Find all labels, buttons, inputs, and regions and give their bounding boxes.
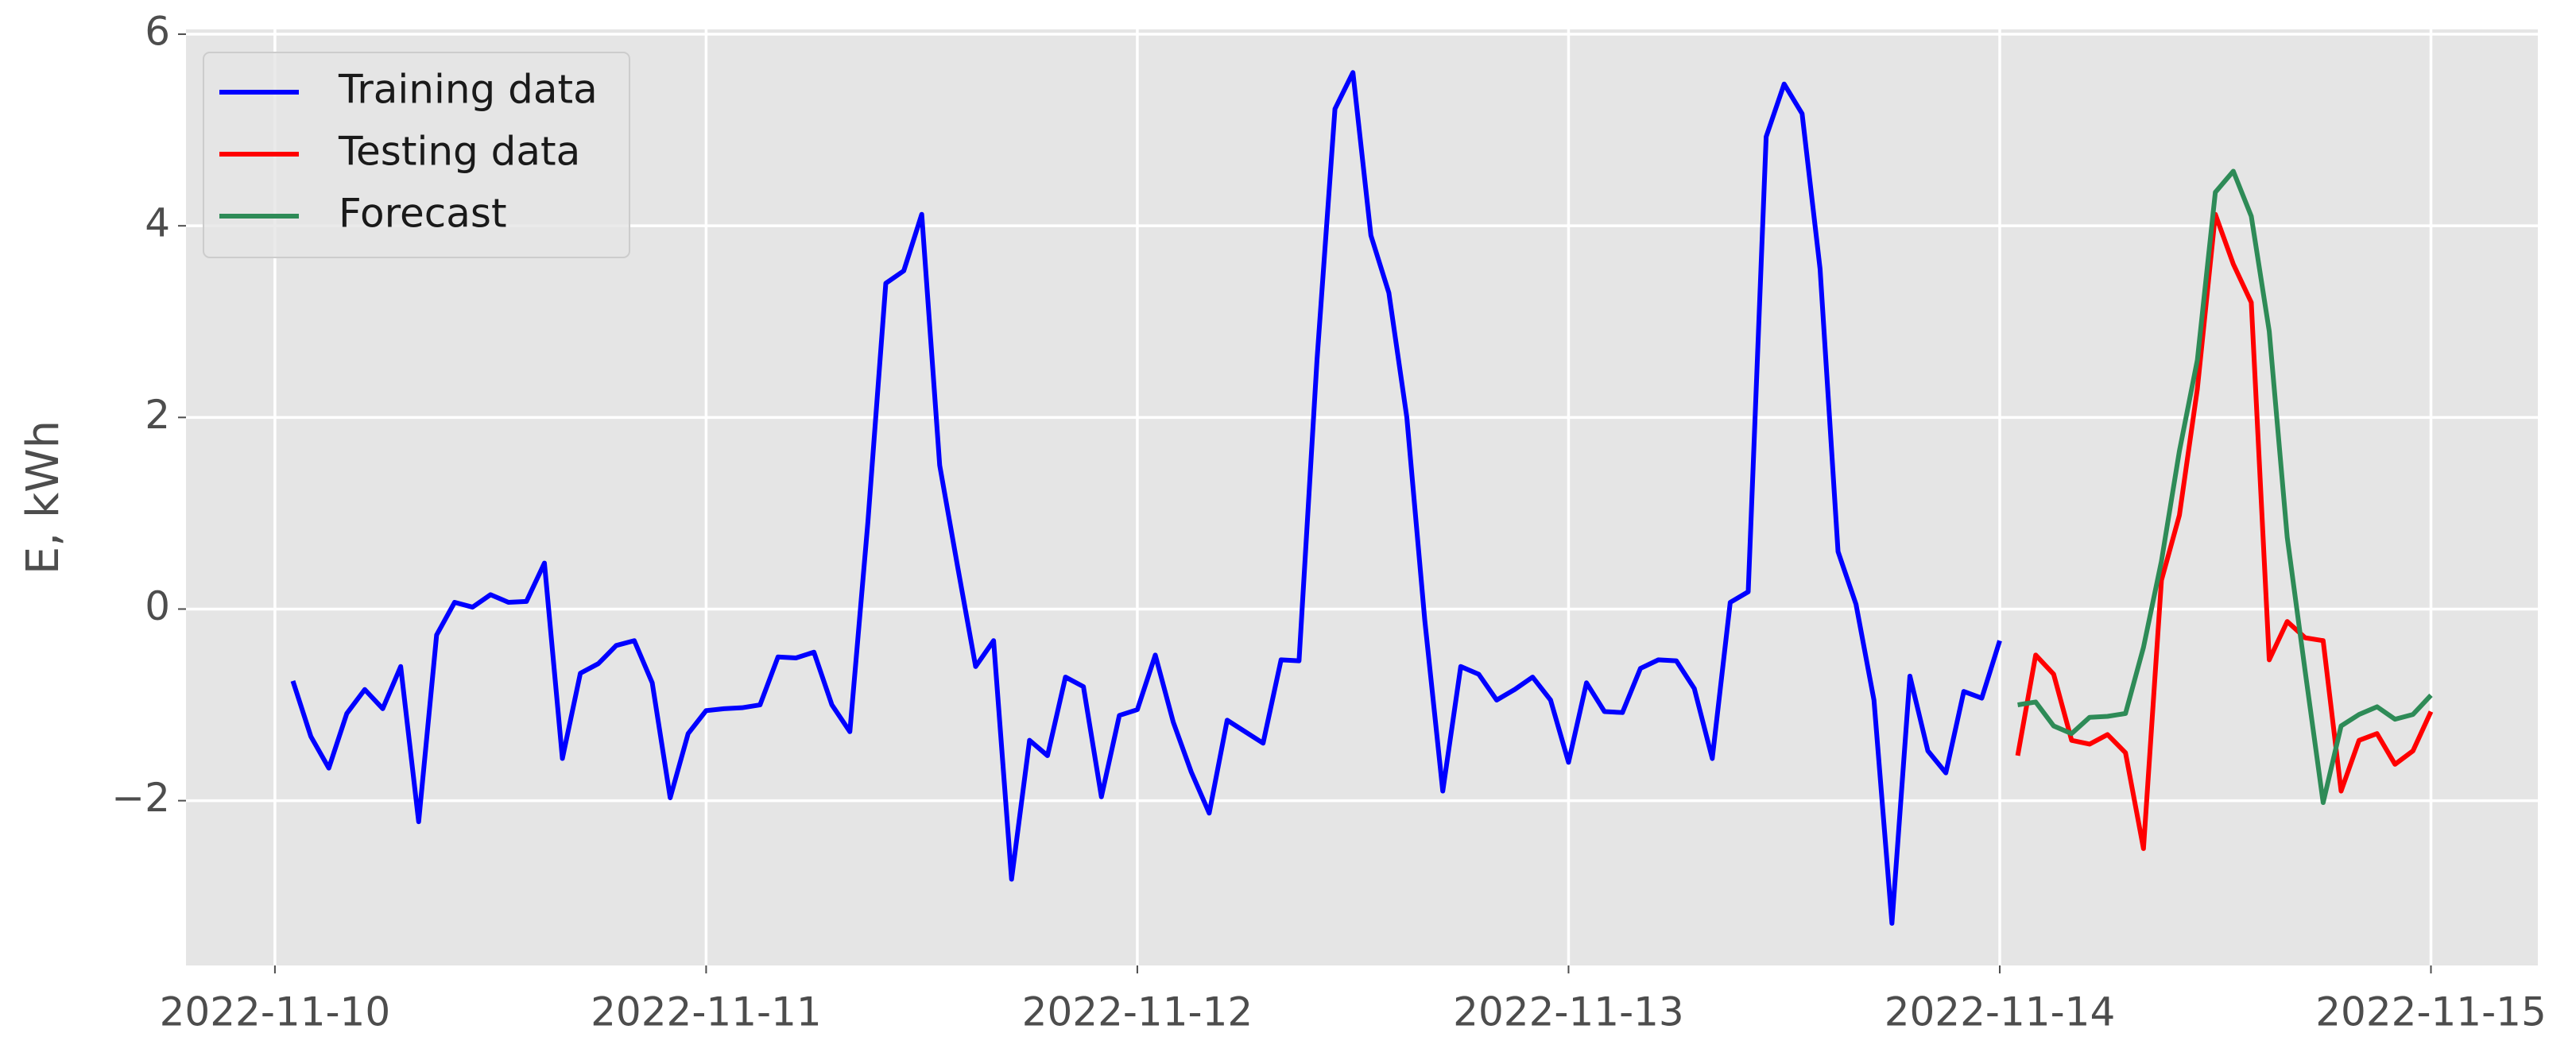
y-tick-label: 4 [145, 200, 170, 246]
y-tick-label: −2 [111, 775, 170, 821]
grid [186, 29, 2538, 965]
legend-label: Testing data [338, 129, 580, 175]
ticks: −2 0 2 4 6 2022-11-10 2022-11-11 2022-11-12 2022… [111, 9, 2547, 1035]
y-axis-label: E, kWh [17, 420, 69, 575]
legend-label: Training data [338, 67, 598, 113]
series-line [290, 70, 2002, 926]
y-tick-label: 0 [145, 583, 170, 629]
x-tick-label: 2022-11-12 [1022, 989, 1253, 1035]
y-tick-label: 6 [145, 9, 170, 55]
lines [290, 70, 2434, 926]
legend: Training data Testing data Forecast [203, 52, 630, 258]
x-tick-label: 2022-11-13 [1453, 989, 1684, 1035]
legend-box [203, 52, 630, 258]
series-line [2017, 168, 2433, 806]
legend-label: Forecast [339, 191, 507, 237]
series-line [2015, 211, 2434, 851]
x-tick-label: 2022-11-15 [2315, 989, 2547, 1035]
x-tick-label: 2022-11-11 [591, 989, 822, 1035]
x-tick-label: 2022-11-10 [160, 989, 391, 1035]
x-tick-label: 2022-11-14 [1885, 989, 2116, 1035]
y-tick-label: 2 [145, 392, 170, 438]
